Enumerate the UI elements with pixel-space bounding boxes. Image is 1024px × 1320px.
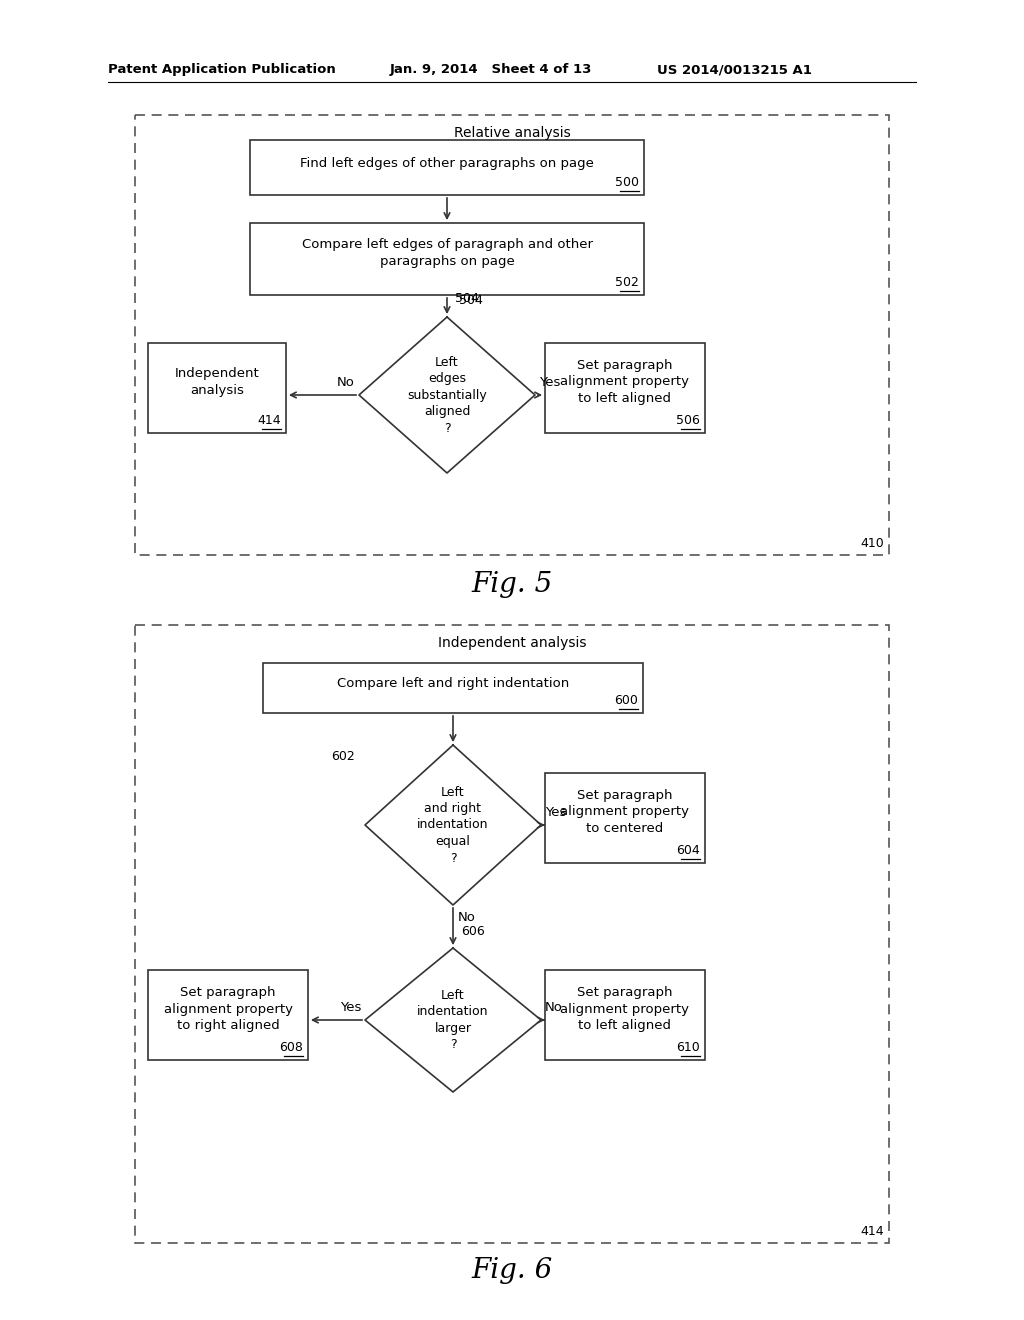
Text: Relative analysis: Relative analysis bbox=[454, 125, 570, 140]
Text: Patent Application Publication: Patent Application Publication bbox=[108, 63, 336, 77]
Text: Set paragraph
alignment property
to centered: Set paragraph alignment property to cent… bbox=[560, 789, 689, 836]
Text: Left
indentation
larger
?: Left indentation larger ? bbox=[417, 989, 488, 1051]
Text: 506: 506 bbox=[676, 414, 700, 426]
Polygon shape bbox=[365, 948, 541, 1092]
Text: Left
edges
substantially
aligned
?: Left edges substantially aligned ? bbox=[408, 355, 486, 434]
Text: Fig. 5: Fig. 5 bbox=[471, 572, 553, 598]
Text: Find left edges of other paragraphs on page: Find left edges of other paragraphs on p… bbox=[300, 157, 594, 170]
Text: 502: 502 bbox=[615, 276, 639, 289]
Text: No: No bbox=[337, 376, 355, 389]
Bar bbox=[545, 970, 705, 1060]
Text: 610: 610 bbox=[676, 1041, 700, 1053]
Text: Yes: Yes bbox=[545, 807, 566, 818]
Text: Independent
analysis: Independent analysis bbox=[175, 367, 259, 397]
Text: No: No bbox=[458, 911, 476, 924]
Text: Set paragraph
alignment property
to right aligned: Set paragraph alignment property to righ… bbox=[164, 986, 293, 1032]
Polygon shape bbox=[365, 744, 541, 906]
Text: Yes: Yes bbox=[340, 1001, 361, 1014]
Text: 414: 414 bbox=[257, 414, 281, 426]
Bar bbox=[545, 343, 705, 433]
Text: No: No bbox=[545, 1001, 563, 1014]
Text: Compare left and right indentation: Compare left and right indentation bbox=[337, 677, 569, 690]
Text: 600: 600 bbox=[614, 694, 638, 708]
Bar bbox=[135, 115, 889, 554]
Text: Left
and right
indentation
equal
?: Left and right indentation equal ? bbox=[417, 785, 488, 865]
Text: Set paragraph
alignment property
to left aligned: Set paragraph alignment property to left… bbox=[560, 359, 689, 405]
Text: Independent analysis: Independent analysis bbox=[437, 636, 587, 649]
Text: US 2014/0013215 A1: US 2014/0013215 A1 bbox=[657, 63, 812, 77]
Text: 500: 500 bbox=[615, 176, 639, 189]
Text: Compare left edges of paragraph and other
paragraphs on page: Compare left edges of paragraph and othe… bbox=[301, 238, 593, 268]
Text: 504: 504 bbox=[455, 292, 479, 305]
Polygon shape bbox=[359, 317, 535, 473]
Bar bbox=[263, 663, 643, 713]
Text: 504: 504 bbox=[459, 294, 483, 308]
Bar bbox=[148, 343, 286, 433]
Bar bbox=[148, 970, 308, 1060]
Text: 608: 608 bbox=[280, 1041, 303, 1053]
Text: Jan. 9, 2014   Sheet 4 of 13: Jan. 9, 2014 Sheet 4 of 13 bbox=[390, 63, 592, 77]
Bar bbox=[545, 774, 705, 863]
Text: 604: 604 bbox=[676, 843, 700, 857]
Text: 410: 410 bbox=[860, 537, 884, 550]
Bar bbox=[135, 624, 889, 1243]
Text: 606: 606 bbox=[461, 925, 484, 939]
Bar bbox=[250, 223, 644, 294]
Text: 414: 414 bbox=[860, 1225, 884, 1238]
Text: Set paragraph
alignment property
to left aligned: Set paragraph alignment property to left… bbox=[560, 986, 689, 1032]
Text: Yes: Yes bbox=[539, 376, 560, 389]
Bar bbox=[250, 140, 644, 195]
Text: Fig. 6: Fig. 6 bbox=[471, 1257, 553, 1283]
Text: 602: 602 bbox=[331, 750, 355, 763]
